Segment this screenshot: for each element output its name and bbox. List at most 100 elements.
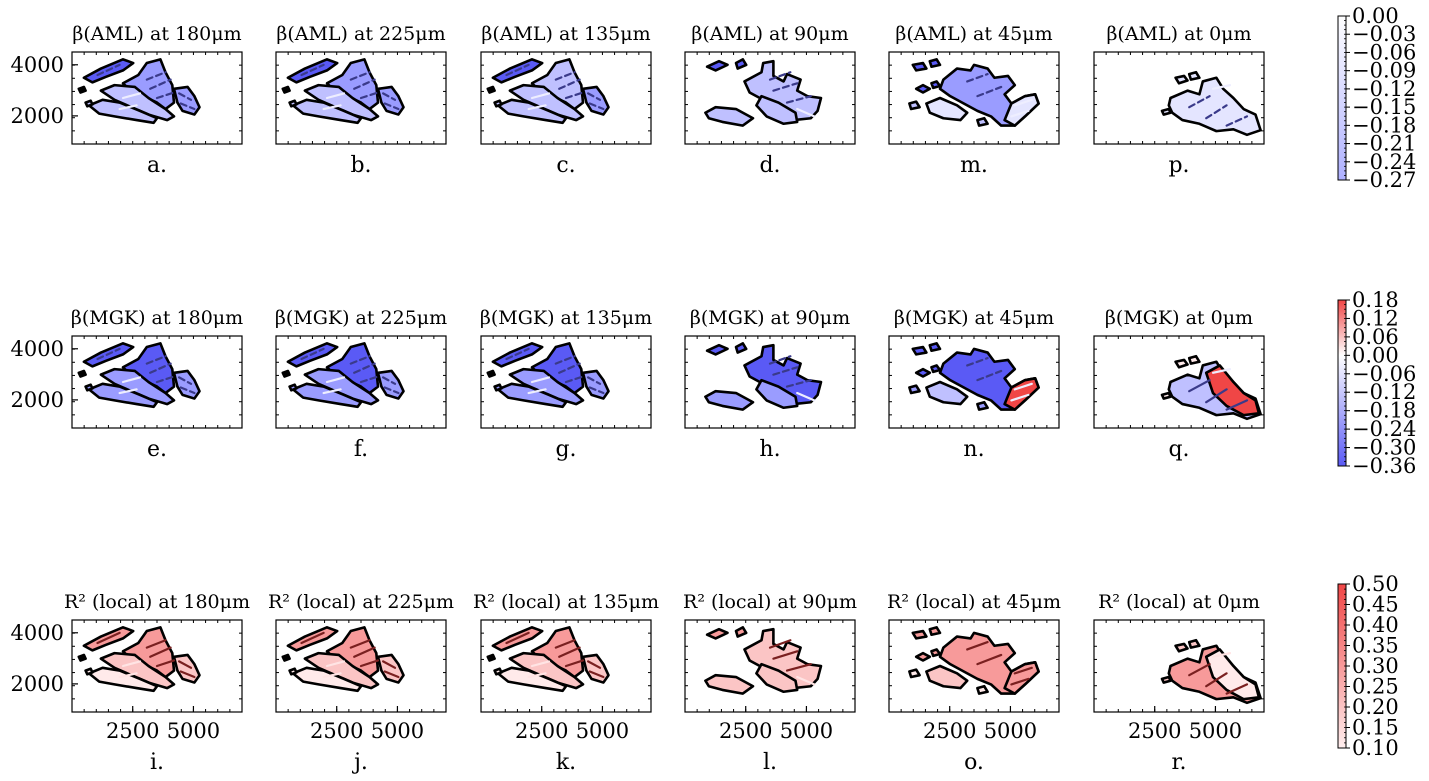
contour-line bbox=[770, 72, 811, 102]
colorbar-group: 0.00−0.03−0.06−0.09−0.12−0.15−0.18−0.21−… bbox=[1337, 4, 1416, 760]
panel-label: c. bbox=[556, 153, 575, 178]
region-right bbox=[1005, 378, 1039, 409]
region-dot bbox=[79, 87, 86, 93]
region-lower-left bbox=[926, 98, 967, 120]
panel-q: β(MGK) at 0μm q. bbox=[1094, 307, 1264, 462]
x-tick-label: 2500 bbox=[515, 719, 568, 743]
contour-line bbox=[1011, 668, 1031, 685]
region-dot bbox=[86, 669, 93, 675]
tissue-regions bbox=[1162, 640, 1261, 703]
region-right bbox=[583, 371, 609, 399]
region-dot bbox=[86, 101, 93, 107]
panel-frame bbox=[480, 335, 652, 429]
region-hotspot bbox=[1206, 649, 1259, 699]
tissue-regions bbox=[79, 59, 200, 122]
region-small bbox=[1162, 109, 1171, 115]
y-tick-label: 4000 bbox=[11, 53, 64, 77]
panel-frame bbox=[480, 619, 652, 713]
tissue-regions bbox=[909, 343, 1038, 409]
panel-frame bbox=[275, 619, 447, 713]
region-dot bbox=[290, 669, 297, 675]
contour-lines bbox=[507, 65, 604, 109]
panel-label: k. bbox=[556, 750, 576, 775]
contour-lines bbox=[967, 74, 1032, 116]
colorbar-tick-label: −0.03 bbox=[1352, 22, 1416, 46]
region-lower bbox=[293, 668, 361, 691]
region-dot bbox=[495, 669, 502, 675]
region-lower bbox=[293, 100, 361, 123]
colorbar-tick-label: −0.06 bbox=[1352, 40, 1416, 64]
contour-line bbox=[797, 677, 814, 684]
contour-line bbox=[1213, 369, 1230, 373]
panel-frame bbox=[1093, 335, 1265, 429]
colorbar-tick-label: 0.06 bbox=[1352, 325, 1399, 349]
colorbar-tick-label: 0.15 bbox=[1352, 716, 1399, 740]
contour-lines bbox=[967, 358, 1032, 400]
region-small bbox=[1189, 72, 1199, 79]
panel-title: R² (local) at 90μm bbox=[683, 591, 857, 613]
panel-label: i. bbox=[150, 750, 164, 775]
panel-title: β(AML) at 225μm bbox=[276, 23, 445, 45]
colorbar-tick-label: 0.30 bbox=[1352, 654, 1399, 678]
panel-frame bbox=[71, 619, 243, 713]
tissue-regions bbox=[909, 59, 1038, 125]
contour-line bbox=[383, 377, 398, 393]
contour-line bbox=[967, 642, 1001, 664]
tissue-regions bbox=[1162, 72, 1261, 135]
region-top-left bbox=[707, 59, 746, 70]
contour-lines bbox=[98, 349, 195, 393]
region-small bbox=[1189, 356, 1199, 363]
panel-frame bbox=[480, 51, 652, 145]
colorbar-tick-label: −0.15 bbox=[1352, 95, 1416, 119]
contour-lines bbox=[302, 633, 399, 677]
contour-line bbox=[588, 93, 603, 109]
region-lower bbox=[293, 384, 361, 407]
colorbar-tick-label: −0.18 bbox=[1352, 399, 1416, 423]
y-tick-label: 2000 bbox=[11, 104, 64, 128]
region-lower-band bbox=[756, 380, 797, 408]
panel-title: R² (local) at 45μm bbox=[887, 591, 1061, 613]
contour-line bbox=[556, 356, 583, 382]
region-right bbox=[583, 87, 609, 115]
x-tick-label: 5000 bbox=[780, 719, 833, 743]
region-dot bbox=[495, 101, 502, 107]
panel-f: β(MGK) at 225μm f. bbox=[275, 307, 447, 462]
region-right bbox=[378, 655, 404, 683]
panel-label: b. bbox=[350, 153, 371, 178]
tissue-regions bbox=[79, 627, 200, 690]
contour-line bbox=[507, 349, 529, 359]
region-small bbox=[916, 365, 940, 376]
tissue-regions bbox=[79, 343, 200, 406]
panel-label: p. bbox=[1168, 153, 1189, 178]
region-top-left bbox=[913, 343, 940, 354]
contour-line bbox=[302, 349, 324, 359]
panel-label: q. bbox=[1168, 437, 1189, 462]
panel-g: β(MGK) at 135μm g. bbox=[480, 307, 652, 462]
panel-label: j. bbox=[351, 750, 368, 775]
region-top-left bbox=[707, 627, 746, 638]
colorbar-tick-label: 0.35 bbox=[1352, 634, 1399, 658]
contour-lines bbox=[770, 640, 814, 684]
region-hotspot bbox=[1206, 365, 1259, 415]
y-tick-label: 2000 bbox=[11, 672, 64, 696]
contour-line bbox=[967, 74, 1001, 96]
region-lower-band bbox=[756, 664, 797, 692]
x-tick-label: 5000 bbox=[371, 719, 424, 743]
region-lower bbox=[89, 668, 157, 691]
panel-label: d. bbox=[759, 153, 780, 178]
region-lower bbox=[498, 100, 566, 123]
panel-label: h. bbox=[759, 437, 780, 462]
region-lower-left bbox=[926, 666, 967, 688]
region-lower-band bbox=[756, 96, 797, 124]
contour-line bbox=[351, 356, 378, 382]
colorbar-tick-label: −0.09 bbox=[1352, 59, 1416, 83]
tissue-regions bbox=[283, 343, 404, 406]
panel-frame bbox=[888, 51, 1060, 145]
colorbar-tick-label: 0.00 bbox=[1352, 4, 1399, 28]
tissue-regions bbox=[1162, 356, 1261, 419]
panel-frame bbox=[888, 335, 1060, 429]
contour-line bbox=[556, 72, 583, 98]
panel-title: β(MGK) at 45μm bbox=[894, 307, 1054, 329]
